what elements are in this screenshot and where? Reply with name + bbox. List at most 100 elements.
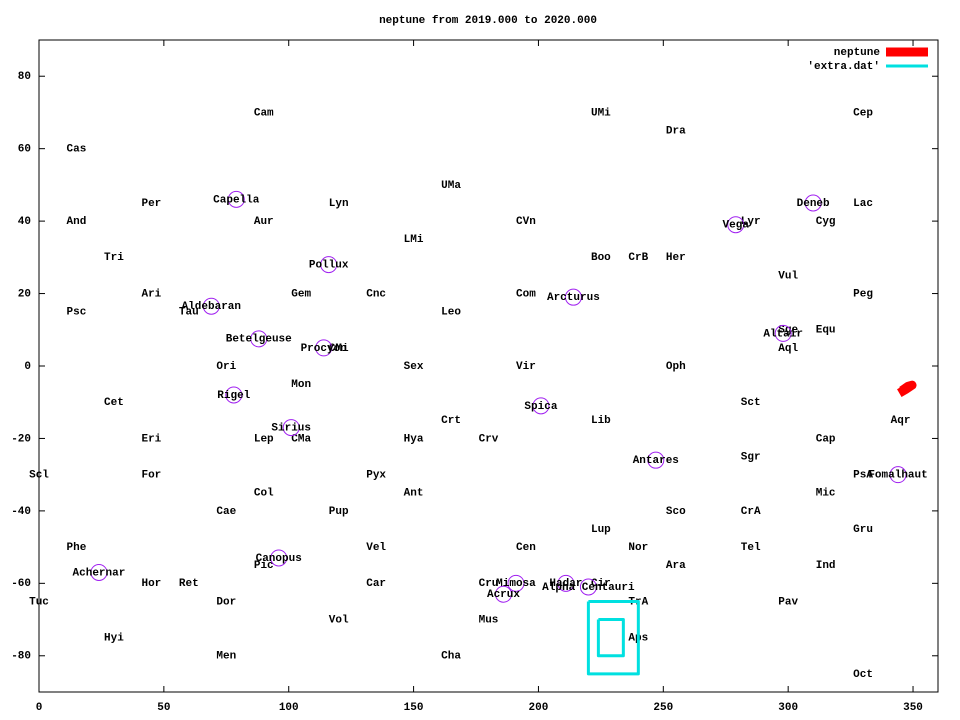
constellation-label: Phe: [67, 542, 87, 554]
star-marker: [282, 419, 300, 437]
star-marker: [804, 194, 822, 212]
constellation-label: Cas: [67, 144, 87, 156]
x-tick-label: 100: [279, 702, 299, 714]
constellation-label: Cru: [479, 578, 499, 590]
y-tick-label: 0: [24, 361, 31, 373]
constellation-label: CrB: [628, 252, 648, 264]
constellation-label: Scl: [29, 470, 49, 482]
constellation-label: Men: [216, 651, 236, 663]
constellation-label: Cep: [853, 107, 873, 119]
star-label: Sirius: [271, 422, 311, 434]
star-marker: [557, 574, 575, 592]
star-marker: [494, 585, 512, 603]
constellation-label: Col: [254, 488, 274, 500]
x-tick-label: 350: [903, 702, 923, 714]
constellation-label: Cet: [104, 397, 124, 409]
constellation-label: Sge: [778, 325, 798, 337]
constellation-label: Tel: [741, 542, 761, 554]
constellation-label: Crt: [441, 415, 461, 427]
star-marker: [227, 190, 245, 208]
star-label: Spica: [524, 401, 557, 413]
y-tick-label: 60: [18, 144, 31, 156]
constellation-label: Ant: [404, 488, 424, 500]
star-marker: [727, 216, 745, 234]
series-line: [897, 380, 917, 398]
x-tick-label: 150: [404, 702, 424, 714]
constellation-label: Hor: [141, 578, 161, 590]
constellation-label: Dor: [216, 596, 236, 608]
constellation-label: PsA: [853, 470, 873, 482]
star-marker: [315, 339, 333, 357]
constellation-label: Cyg: [816, 216, 836, 228]
constellation-label: Peg: [853, 288, 873, 300]
constellation-label: Leo: [441, 307, 461, 319]
chart-title: neptune from 2019.000 to 2020.000: [379, 15, 597, 27]
star-marker: [579, 578, 597, 596]
constellation-label: Pyx: [366, 470, 386, 482]
star-marker: [270, 549, 288, 567]
constellation-label: Ind: [816, 560, 836, 572]
constellation-label: Lup: [591, 524, 611, 536]
star-label: Hadar: [549, 578, 582, 590]
y-tick-label: -20: [11, 433, 31, 445]
star-label: Antares: [633, 455, 679, 467]
legend-label: 'extra.dat': [807, 61, 880, 73]
star-marker: [889, 466, 907, 484]
constellation-label: Car: [366, 578, 386, 590]
constellation-label: Ara: [666, 560, 686, 572]
series-line: [586, 599, 640, 676]
constellation-label: Lac: [853, 198, 873, 210]
star-marker: [202, 297, 220, 315]
constellation-label: Gru: [853, 524, 873, 536]
constellation-label: Mon: [291, 379, 311, 391]
star-label: Procyon: [301, 343, 347, 355]
constellation-label: Vir: [516, 361, 536, 373]
star-label: Betelgeuse: [226, 334, 292, 346]
constellation-label: Boo: [591, 252, 611, 264]
constellation-label: UMi: [591, 107, 611, 119]
star-label: Altair: [763, 328, 803, 340]
star-marker: [774, 324, 792, 342]
constellation-label: Vul: [778, 270, 798, 282]
star-label: Capella: [213, 194, 260, 206]
star-label: Arcturus: [547, 292, 600, 304]
constellation-label: Ari: [141, 288, 161, 300]
constellation-label: Sct: [741, 397, 761, 409]
constellation-label: Vel: [366, 542, 386, 554]
constellation-label: Sgr: [741, 451, 761, 463]
constellation-label: Ori: [216, 361, 236, 373]
constellation-label: Lep: [254, 433, 274, 445]
star-label: Deneb: [797, 198, 830, 210]
y-tick-label: -40: [11, 506, 31, 518]
constellation-label: Vol: [329, 614, 349, 626]
constellation-label: Aur: [254, 216, 274, 228]
star-marker: [647, 451, 665, 469]
x-tick-label: 250: [653, 702, 673, 714]
constellation-label: Pic: [254, 560, 274, 572]
constellation-label: And: [67, 216, 87, 228]
star-marker: [507, 574, 525, 592]
constellation-label: LMi: [404, 234, 424, 246]
constellation-label: Crv: [479, 433, 499, 445]
constellation-label: Per: [141, 198, 161, 210]
constellation-label: Nor: [628, 542, 648, 554]
constellation-label: Cam: [254, 107, 274, 119]
constellation-label: Ret: [179, 578, 199, 590]
constellation-label: Aqr: [891, 415, 911, 427]
constellation-label: Hyi: [104, 633, 124, 645]
constellation-label: Mus: [479, 614, 499, 626]
y-tick-label: -60: [11, 578, 31, 590]
legend-label: neptune: [834, 47, 881, 59]
star-label: Acrux: [487, 589, 520, 601]
constellation-label: CrA: [741, 506, 761, 518]
constellation-label: CMi: [329, 343, 349, 355]
constellation-label: Tuc: [29, 596, 49, 608]
constellation-label: CMa: [291, 433, 311, 445]
constellation-label: Sex: [404, 361, 424, 373]
constellation-label: Pup: [329, 506, 349, 518]
constellation-label: Gem: [291, 288, 311, 300]
constellation-label: CVn: [516, 216, 536, 228]
constellation-label: For: [141, 470, 161, 482]
constellation-label: Sco: [666, 506, 686, 518]
